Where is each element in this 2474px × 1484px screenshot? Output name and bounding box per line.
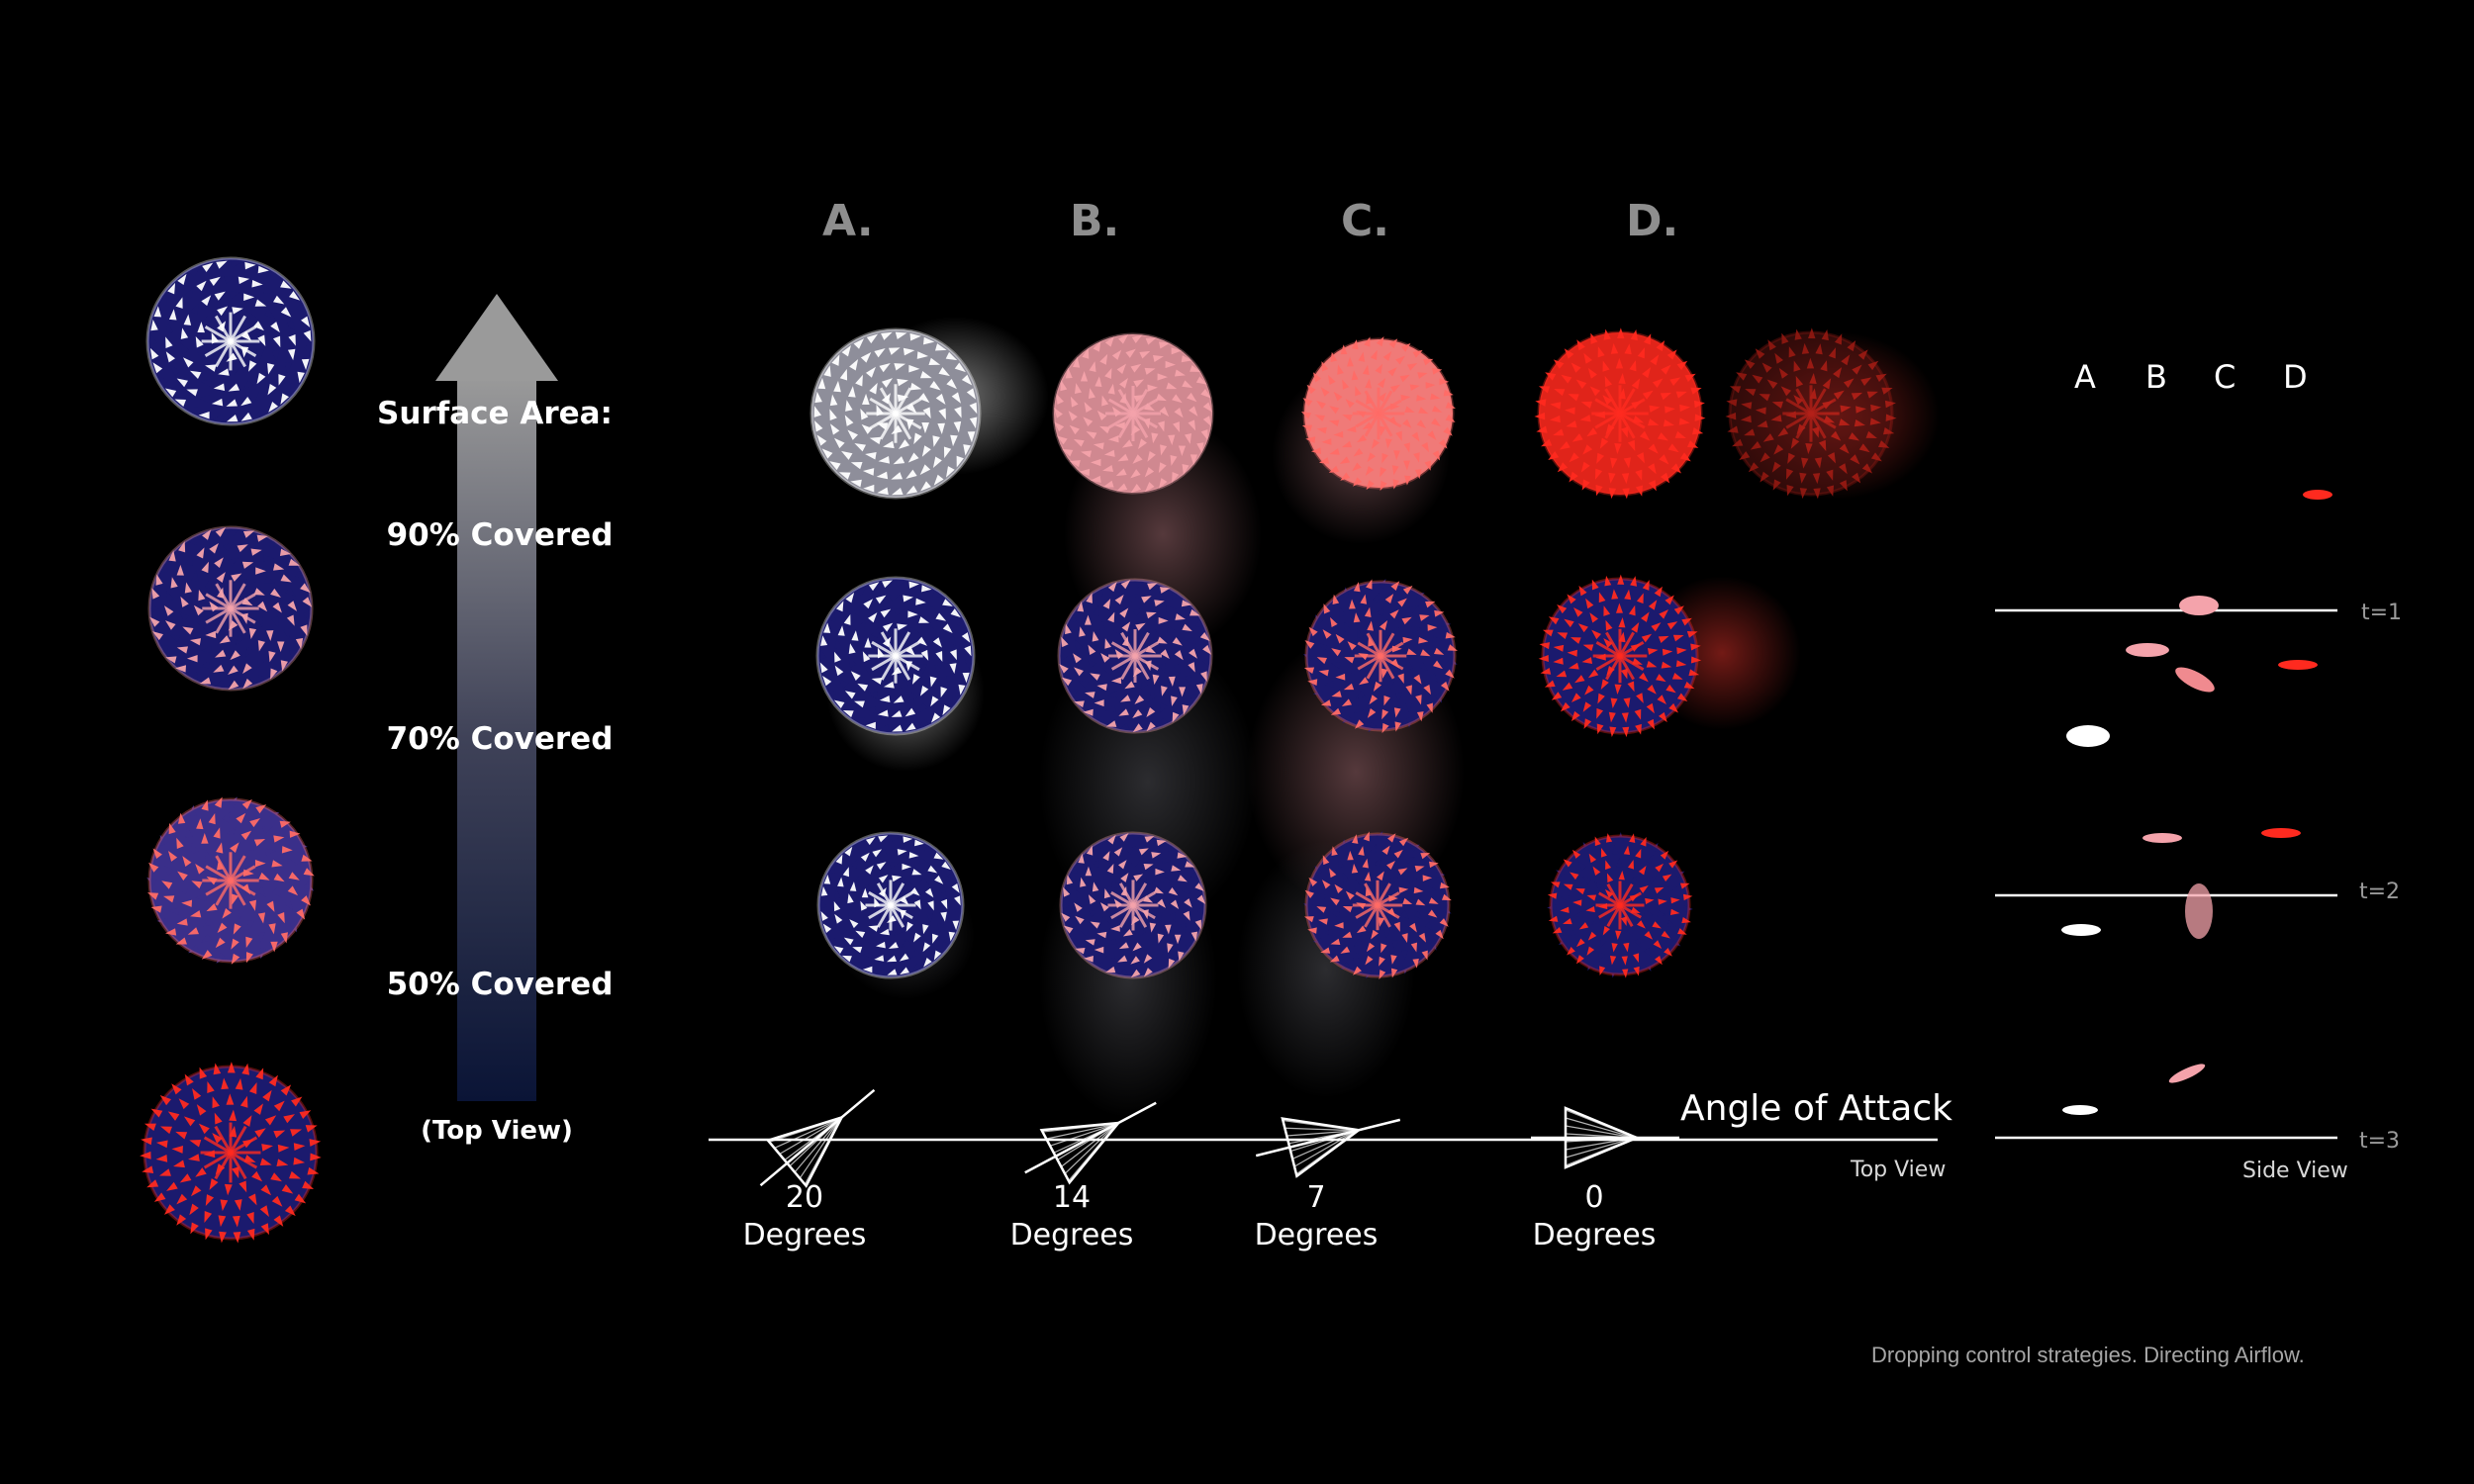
angle-icon-0 [1531,1106,1679,1169]
legend-sphere-50 [146,796,315,965]
sphere-b-row1 [1052,332,1214,495]
legend-sphere-90 [145,256,316,426]
legend-level-90: 90% Covered [386,517,614,553]
column-label-d: D. [1626,196,1679,246]
angle-icon-20 [759,1088,876,1188]
legend-level-50: 50% Covered [386,967,614,1002]
sphere-c-row3 [1303,831,1452,980]
legend-sphere-70 [147,525,314,692]
angle-icon-14 [1024,1101,1157,1185]
angle-value: 7 [1306,1180,1326,1215]
angle-unit: Degrees [1254,1218,1379,1252]
time-label-t3: t=3 [2359,1129,2401,1154]
side-view-label: Side View [2242,1159,2348,1183]
side-letter-c: C [2214,358,2236,396]
column-label-b: B. [1070,196,1120,246]
legend-footer: (Top View) [421,1116,573,1146]
drop-b-3 [2168,1064,2206,1083]
angle-unit: Degrees [742,1218,867,1252]
time-label-t2: t=2 [2359,880,2401,904]
sphere-c-row2 [1302,579,1458,734]
coverage-arrow [435,294,558,1101]
legend-level-70: 70% Covered [386,721,614,757]
angle-label-14: 14 Degrees [993,1179,1151,1254]
sphere-d-row1 [1534,327,1706,500]
drop-b-2 [2142,833,2182,843]
angle-icons [759,1088,1679,1188]
sphere-b-row3 [1059,831,1207,979]
side-letter-b: B [2145,358,2167,396]
figure-caption: Dropping control strategies. Directing A… [1871,1343,2305,1367]
column-label-a: A. [822,196,874,246]
sphere-d-row2 [1538,574,1702,738]
drop-c-3 [2185,883,2213,939]
angle-label-0: 0 Degrees [1515,1179,1673,1254]
legend-spheres [140,256,322,1244]
drop-b-1 [2126,643,2169,657]
legend-title: Surface Area: [377,396,613,431]
legend-sphere-full [140,1062,322,1244]
angle-label-7: 7 Degrees [1237,1179,1395,1254]
sphere-d-row3 [1547,832,1693,978]
axis-view-label: Top View [1851,1158,1947,1182]
drop-d-1 [2303,490,2332,500]
drop-a-1 [2066,725,2110,747]
angle-value: 14 [1052,1180,1092,1215]
angle-value: 20 [785,1180,824,1215]
side-letter-a: A [2074,358,2096,396]
sphere-c-row1 [1300,336,1456,492]
angle-unit: Degrees [1009,1218,1134,1252]
drop-a-2 [2061,924,2101,936]
drop-c-2 [2175,667,2215,693]
drop-a-3 [2062,1105,2098,1115]
angle-unit: Degrees [1532,1218,1657,1252]
sphere-b-row2 [1057,578,1213,734]
sphere-a-row3 [816,831,965,979]
axis-title: Angle of Attack [1680,1088,1952,1129]
time-label-t1: t=1 [2361,601,2403,625]
side-view-panel [1995,490,2337,1140]
drop-d-2 [2278,660,2318,670]
drop-c-1 [2179,596,2219,615]
angle-label-20: 20 Degrees [725,1179,884,1254]
sphere-d-row1-ghost [1725,327,1897,500]
grid-spheres [809,327,1897,980]
angle-icon-7 [1255,1117,1401,1178]
sphere-a-row1 [809,327,982,500]
sphere-a-row2 [815,576,976,736]
column-label-c: C. [1341,196,1390,246]
drop-d-3 [2261,828,2301,838]
side-letter-d: D [2283,358,2308,396]
angle-value: 0 [1584,1180,1604,1215]
